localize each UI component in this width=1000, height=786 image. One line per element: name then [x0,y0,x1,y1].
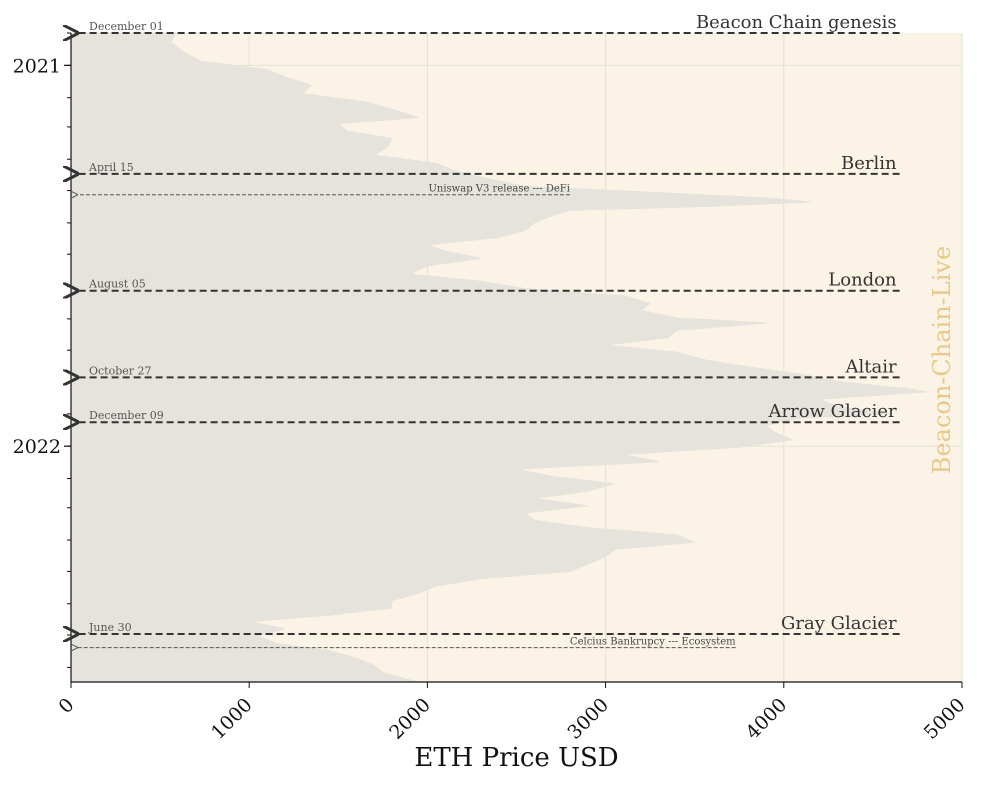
event-date-label: April 15 [88,161,134,174]
x-tick-label: 3000 [563,694,613,744]
y-year-label: 2022 [13,436,61,458]
x-axis-label: ETH Price USD [414,743,618,773]
event-name-label: Arrow Glacier [767,401,897,422]
x-tick-label: 4000 [742,694,792,744]
price-area [70,32,927,683]
x-tick-label: 2000 [385,694,435,744]
event-date-label: December 09 [89,409,164,422]
event-date-label: October 27 [89,364,152,377]
event-date-label: August 05 [88,278,146,291]
y-year-label: 2021 [13,55,61,77]
x-tick-label: 5000 [920,694,970,744]
event-name-label: Gray Glacier [781,613,897,634]
x-tick-label: 1000 [207,694,257,744]
event-date-label: June 30 [88,621,132,634]
event-name-label: Altair [845,356,897,377]
event-name-label: Beacon Chain genesis [696,12,897,33]
annotations: Uniswap V3 release --- DeFi Celcius Bankr… [77,184,736,648]
x-tick-label: 0 [54,694,78,718]
event-markers: Beacon Chain genesis December 01 Berlin Apr… [77,12,900,634]
event-name-label: London [828,270,897,291]
annotation-label: Uniswap V3 release --- DeFi [428,184,569,195]
watermark-text: Beacon-Chain-Live [928,246,956,474]
annotation-label: Celcius Bankrupcy --- Ecosystem [570,637,736,648]
event-date-label: December 01 [89,20,164,33]
event-name-label: Berlin [841,153,897,174]
